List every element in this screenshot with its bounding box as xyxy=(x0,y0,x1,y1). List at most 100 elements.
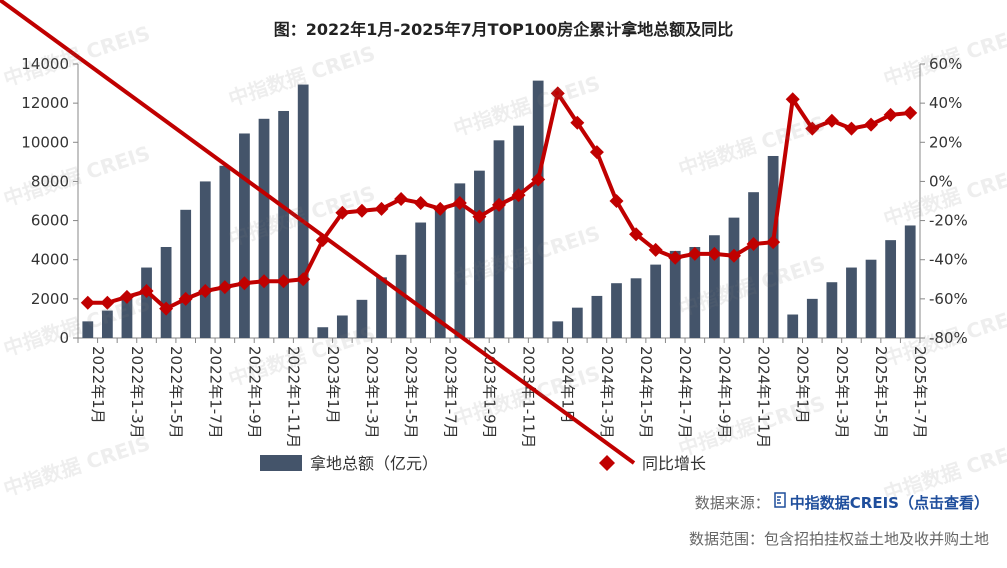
x-axis-label: 2023年1-7月 xyxy=(441,346,459,439)
line-point xyxy=(824,113,839,128)
chart-title: 图：2022年1月-2025年7月TOP100房企累计拿地总额及同比 xyxy=(273,20,734,39)
line-point xyxy=(178,291,193,306)
left-axis-label: 6000 xyxy=(31,212,69,230)
right-axis-label: 20% xyxy=(929,133,962,151)
bar xyxy=(650,264,662,338)
x-axis-label: 2023年1-11月 xyxy=(520,346,538,448)
bar xyxy=(630,278,642,338)
bar xyxy=(121,298,133,338)
bar xyxy=(141,267,152,338)
line-point xyxy=(433,201,448,216)
x-axis-label: 2023年1-5月 xyxy=(402,346,420,439)
line-point xyxy=(511,188,526,203)
line-point xyxy=(452,195,467,210)
line-point xyxy=(276,274,291,289)
bar xyxy=(552,321,564,338)
x-axis-label: 2022年1月 xyxy=(89,346,107,424)
line-point xyxy=(217,280,232,295)
bar xyxy=(239,133,250,338)
bar xyxy=(826,282,838,338)
bar xyxy=(493,140,505,338)
line-point xyxy=(668,250,683,265)
legend-line-marker xyxy=(599,455,615,471)
line-point xyxy=(257,274,272,289)
line-point xyxy=(609,194,624,208)
bar-series xyxy=(82,80,916,339)
left-axis-label: 2000 xyxy=(31,290,69,308)
right-axis-label: 40% xyxy=(929,94,962,112)
line-point xyxy=(589,145,604,160)
x-axis-label: 2023年1月 xyxy=(324,346,342,424)
x-axis-label: 2024年1-5月 xyxy=(637,346,655,439)
line-point xyxy=(159,301,174,316)
line-point xyxy=(550,86,565,101)
x-axis-label: 2024年1-3月 xyxy=(598,346,616,439)
right-axis-label: 60% xyxy=(929,55,962,73)
bar xyxy=(571,307,583,338)
line-point xyxy=(864,117,879,132)
x-axis-label: 2022年1-11月 xyxy=(285,346,303,448)
x-axis-label: 2025年1-5月 xyxy=(872,346,890,439)
bar xyxy=(376,277,387,338)
line-point xyxy=(903,105,918,120)
left-axis-label: 0 xyxy=(59,329,69,347)
source-link[interactable]: 中指数据CREIS（点击查看） xyxy=(789,494,989,512)
bar xyxy=(454,183,466,338)
left-axis-label: 14000 xyxy=(21,55,69,73)
bar xyxy=(297,84,309,338)
left-axis-label: 10000 xyxy=(21,133,69,151)
x-axis-label: 2025年1月 xyxy=(794,346,812,424)
line-point xyxy=(354,203,369,218)
x-axis-label: 2024年1-9月 xyxy=(715,346,733,439)
line-point xyxy=(492,197,506,212)
left-axis-label: 8000 xyxy=(31,172,69,190)
line-point xyxy=(570,115,585,130)
line-point xyxy=(648,242,663,257)
line-point xyxy=(707,246,722,261)
line-point xyxy=(296,272,311,287)
line-point xyxy=(394,192,409,207)
left-axis-label: 12000 xyxy=(21,94,69,112)
line-point xyxy=(746,237,761,252)
x-axis-label: 2024年1-11月 xyxy=(755,346,773,448)
bar xyxy=(356,299,368,338)
line-point xyxy=(198,284,213,299)
bar xyxy=(806,298,818,338)
right-axis-label: -80% xyxy=(929,329,968,347)
x-axis-label: 2025年1-7月 xyxy=(911,346,929,439)
bar xyxy=(611,283,622,338)
line-point xyxy=(374,201,389,216)
legend-bar-label: 拿地总额（亿元） xyxy=(310,454,438,473)
bar xyxy=(180,209,192,338)
x-axis-label: 2022年1-7月 xyxy=(206,346,224,439)
line-point xyxy=(100,295,115,310)
x-axis-ticks: 2022年1月 2022年1-3月 2022年1-5月 2022年1-7月 2022年1… xyxy=(89,346,929,448)
line-point xyxy=(413,195,428,210)
legend: 拿地总额（亿元） 同比增长 xyxy=(0,0,706,473)
line-point xyxy=(335,205,350,220)
bar xyxy=(160,246,172,338)
line-point xyxy=(844,121,859,136)
x-axis-label: 2024年1-7月 xyxy=(676,346,694,439)
line-point xyxy=(531,172,546,187)
bar xyxy=(513,125,524,339)
legend-bar-swatch xyxy=(260,455,302,471)
bar xyxy=(101,310,113,338)
axes: 0 2000 4000 6000 8000 10000 12000 14000 -80% -60%… xyxy=(21,55,967,347)
line-point xyxy=(766,235,781,250)
x-axis-label: 2023年1-3月 xyxy=(363,346,381,439)
bar xyxy=(846,267,857,338)
line-point xyxy=(472,209,487,224)
bar xyxy=(591,295,603,338)
right-axis-label: -20% xyxy=(929,212,968,230)
left-axis-label: 4000 xyxy=(31,251,69,269)
line-point xyxy=(726,248,741,263)
bar xyxy=(728,217,740,338)
bar xyxy=(434,207,446,338)
x-axis-label: 2022年1-3月 xyxy=(128,346,146,439)
x-axis-label: 2025年1-3月 xyxy=(833,346,851,439)
x-axis-label: 2024年1月 xyxy=(559,346,577,424)
line-point xyxy=(139,284,154,299)
bar xyxy=(474,170,485,338)
bar xyxy=(278,110,289,338)
